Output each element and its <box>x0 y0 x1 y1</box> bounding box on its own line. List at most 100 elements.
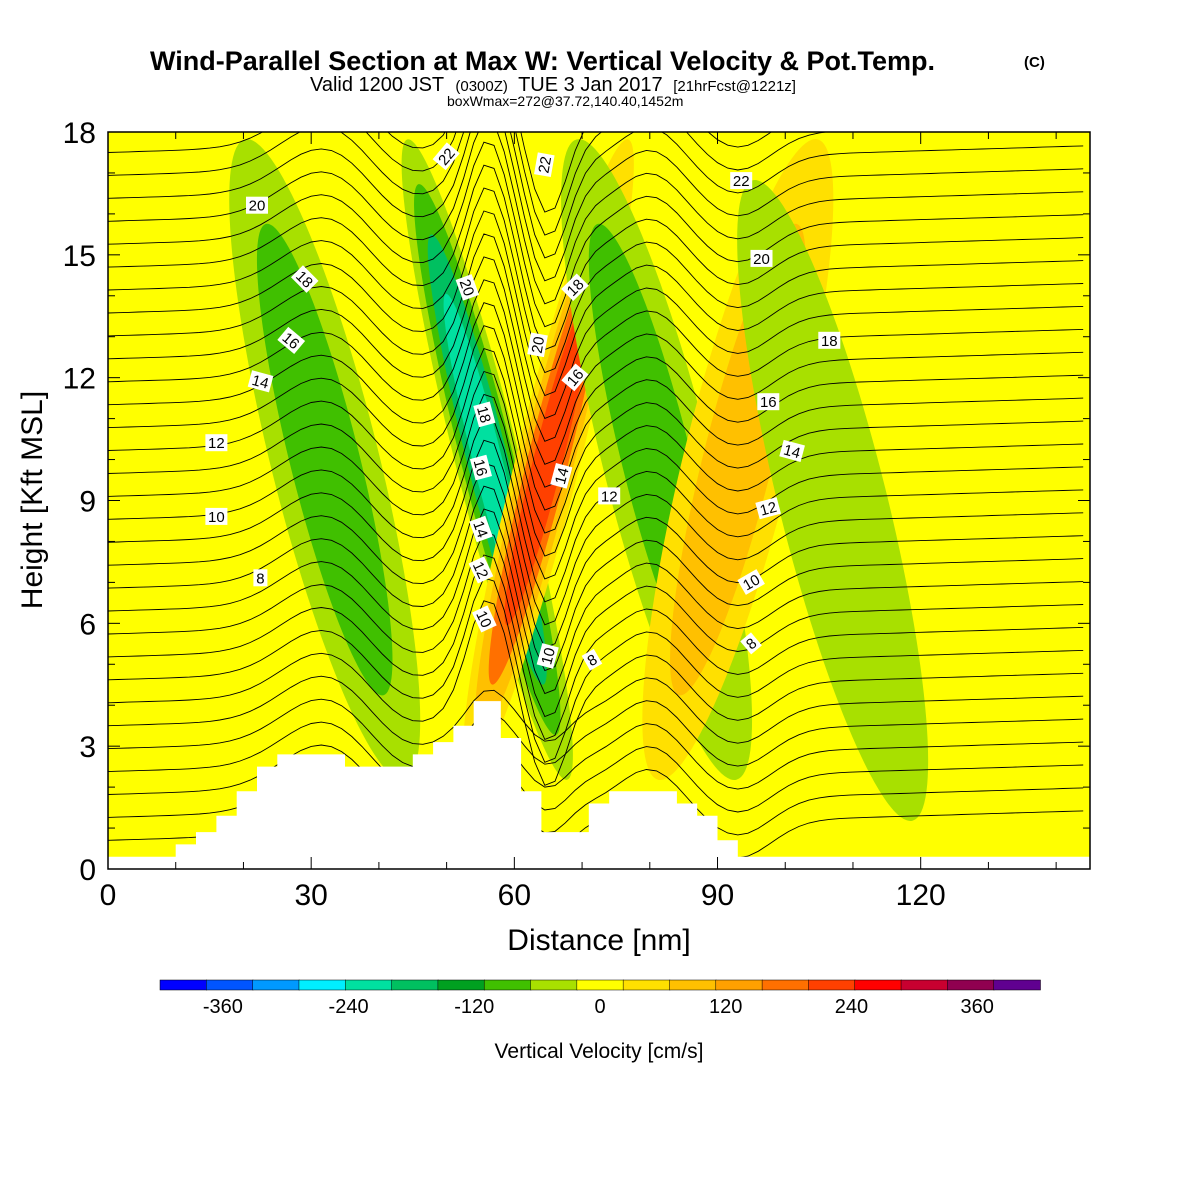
isentrope-line <box>108 325 1084 511</box>
contour-label: 14 <box>550 462 573 489</box>
contour-label: 10 <box>205 507 228 526</box>
y-tick-label: 18 <box>63 117 96 150</box>
x-axis-label: Distance [nm] <box>507 924 690 957</box>
isentrope-line <box>108 187 1084 374</box>
colorbar: -360 -240 -120 0 120 240 360 <box>159 979 1041 1018</box>
contour-labels: 22 22 22 20 20 20 20 18 18 18 18 16 16 16 16 14 14 14 14 12… <box>205 142 841 671</box>
contour-label-bg <box>755 497 781 520</box>
contour-label-text: 18 <box>473 404 494 425</box>
contour-label: 16 <box>277 326 306 354</box>
isentrope-line <box>108 132 1084 259</box>
colorbar-tick-label: -240 <box>329 996 369 1018</box>
contour-label-text: 10 <box>740 571 763 594</box>
potential-temperature-contours <box>108 132 1084 860</box>
isentrope-line <box>108 531 1084 718</box>
contour-label-bg <box>740 632 762 655</box>
contour-label-bg <box>534 152 555 178</box>
contour-label: 14 <box>469 515 493 543</box>
contour-label-bg <box>561 273 589 302</box>
colorbar-swatch <box>947 979 995 991</box>
contour-label-text: 16 <box>760 394 777 411</box>
y-tick-label: 0 <box>79 854 96 887</box>
contour-label-text: 8 <box>256 570 264 587</box>
chart-title: Wind-Parallel Section at Max W: Vertical… <box>150 46 935 76</box>
w-cell-5 <box>737 180 929 821</box>
isentrope-line <box>108 132 830 236</box>
contour-label-text: 20 <box>456 277 478 298</box>
contour-label: 8 <box>253 569 268 587</box>
contour-label-bg <box>598 487 621 505</box>
isentrope-line <box>108 164 1084 351</box>
contour-label: 12 <box>598 487 621 505</box>
contour-label: 20 <box>246 196 268 215</box>
chart-title-mark: (C) <box>1024 54 1045 71</box>
contour-label-bg <box>581 648 603 671</box>
isentrope-line <box>108 279 1084 465</box>
contour-label-bg <box>750 249 773 267</box>
contour-label-text: 14 <box>469 519 491 540</box>
isentrope-line <box>108 508 1084 695</box>
contour-label: 8 <box>581 648 603 671</box>
contour-label: 18 <box>290 265 319 293</box>
contour-label: 20 <box>527 332 549 358</box>
colorbar-swatch <box>159 979 208 991</box>
contour-label-bg <box>818 331 841 349</box>
x-tick-label: 60 <box>498 879 531 912</box>
contour-label-bg <box>536 643 559 669</box>
contour-label-bg <box>527 332 548 358</box>
isentrope-line <box>108 210 1084 397</box>
colorbar-tick-label: -120 <box>454 996 494 1018</box>
contour-label: 8 <box>740 632 762 655</box>
colorbar-tick-label: 120 <box>709 996 742 1018</box>
isentrope-line <box>108 132 1084 305</box>
contour-label-bg <box>205 434 228 452</box>
contour-label-bg <box>561 363 589 392</box>
y-tick-label: 15 <box>63 240 96 273</box>
contour-label: 12 <box>205 434 228 452</box>
isentrope-line <box>108 348 1084 534</box>
colorbar-tick-label: 360 <box>960 996 993 1018</box>
contour-label: 12 <box>755 497 781 520</box>
contour-label-bg <box>253 569 268 587</box>
contour-label: 10 <box>472 605 497 633</box>
contour-label-bg <box>468 556 494 584</box>
colorbar-swatch <box>576 979 624 991</box>
isentrope-line <box>108 416 1084 603</box>
contour-label-text: 18 <box>821 333 838 350</box>
contour-label-bg <box>779 439 805 462</box>
contour-label-text: 12 <box>601 488 618 505</box>
contour-label-bg <box>550 462 573 489</box>
subtitle-forecast: [21hrFcst@1221z] <box>673 78 796 95</box>
contour-label: 14 <box>779 439 805 463</box>
colorbar-swatch <box>993 979 1041 991</box>
contour-label-bg <box>455 274 480 301</box>
contour-label: 10 <box>737 569 765 595</box>
isentrope-line <box>108 698 1084 768</box>
contour-label-text: 12 <box>469 559 491 581</box>
plot-area: 22 22 22 20 20 20 20 18 18 18 18 16 16 16 16 14 14 14 14 12… <box>108 132 1090 869</box>
colorbar-tick-label: 0 <box>594 996 605 1018</box>
contour-label: 20 <box>750 249 773 268</box>
contour-label-bg <box>290 265 319 293</box>
contour-label-text: 10 <box>538 646 559 667</box>
contour-label-text: 20 <box>529 335 549 354</box>
contour-label-bg <box>469 515 493 543</box>
contour-label-bg <box>757 393 780 411</box>
contour-label: 12 <box>468 556 494 584</box>
w-level <box>737 180 929 821</box>
colorbar-swatch <box>483 979 532 991</box>
y-tick-label: 6 <box>79 608 96 641</box>
colorbar-swatch <box>854 979 902 991</box>
contour-label-text: 14 <box>782 442 803 463</box>
colorbar-swatch <box>345 979 393 991</box>
y-tick-label: 9 <box>79 486 96 519</box>
contour-label: 22 <box>432 142 460 171</box>
colorbar-swatch <box>761 979 810 991</box>
contour-label-text: 20 <box>249 198 266 215</box>
colorbar-swatch <box>900 979 949 991</box>
isentrope-line <box>108 132 1084 282</box>
contour-label-text: 12 <box>758 499 779 520</box>
colorbar-swatch <box>437 979 485 991</box>
x-tick-label: 0 <box>100 879 117 912</box>
